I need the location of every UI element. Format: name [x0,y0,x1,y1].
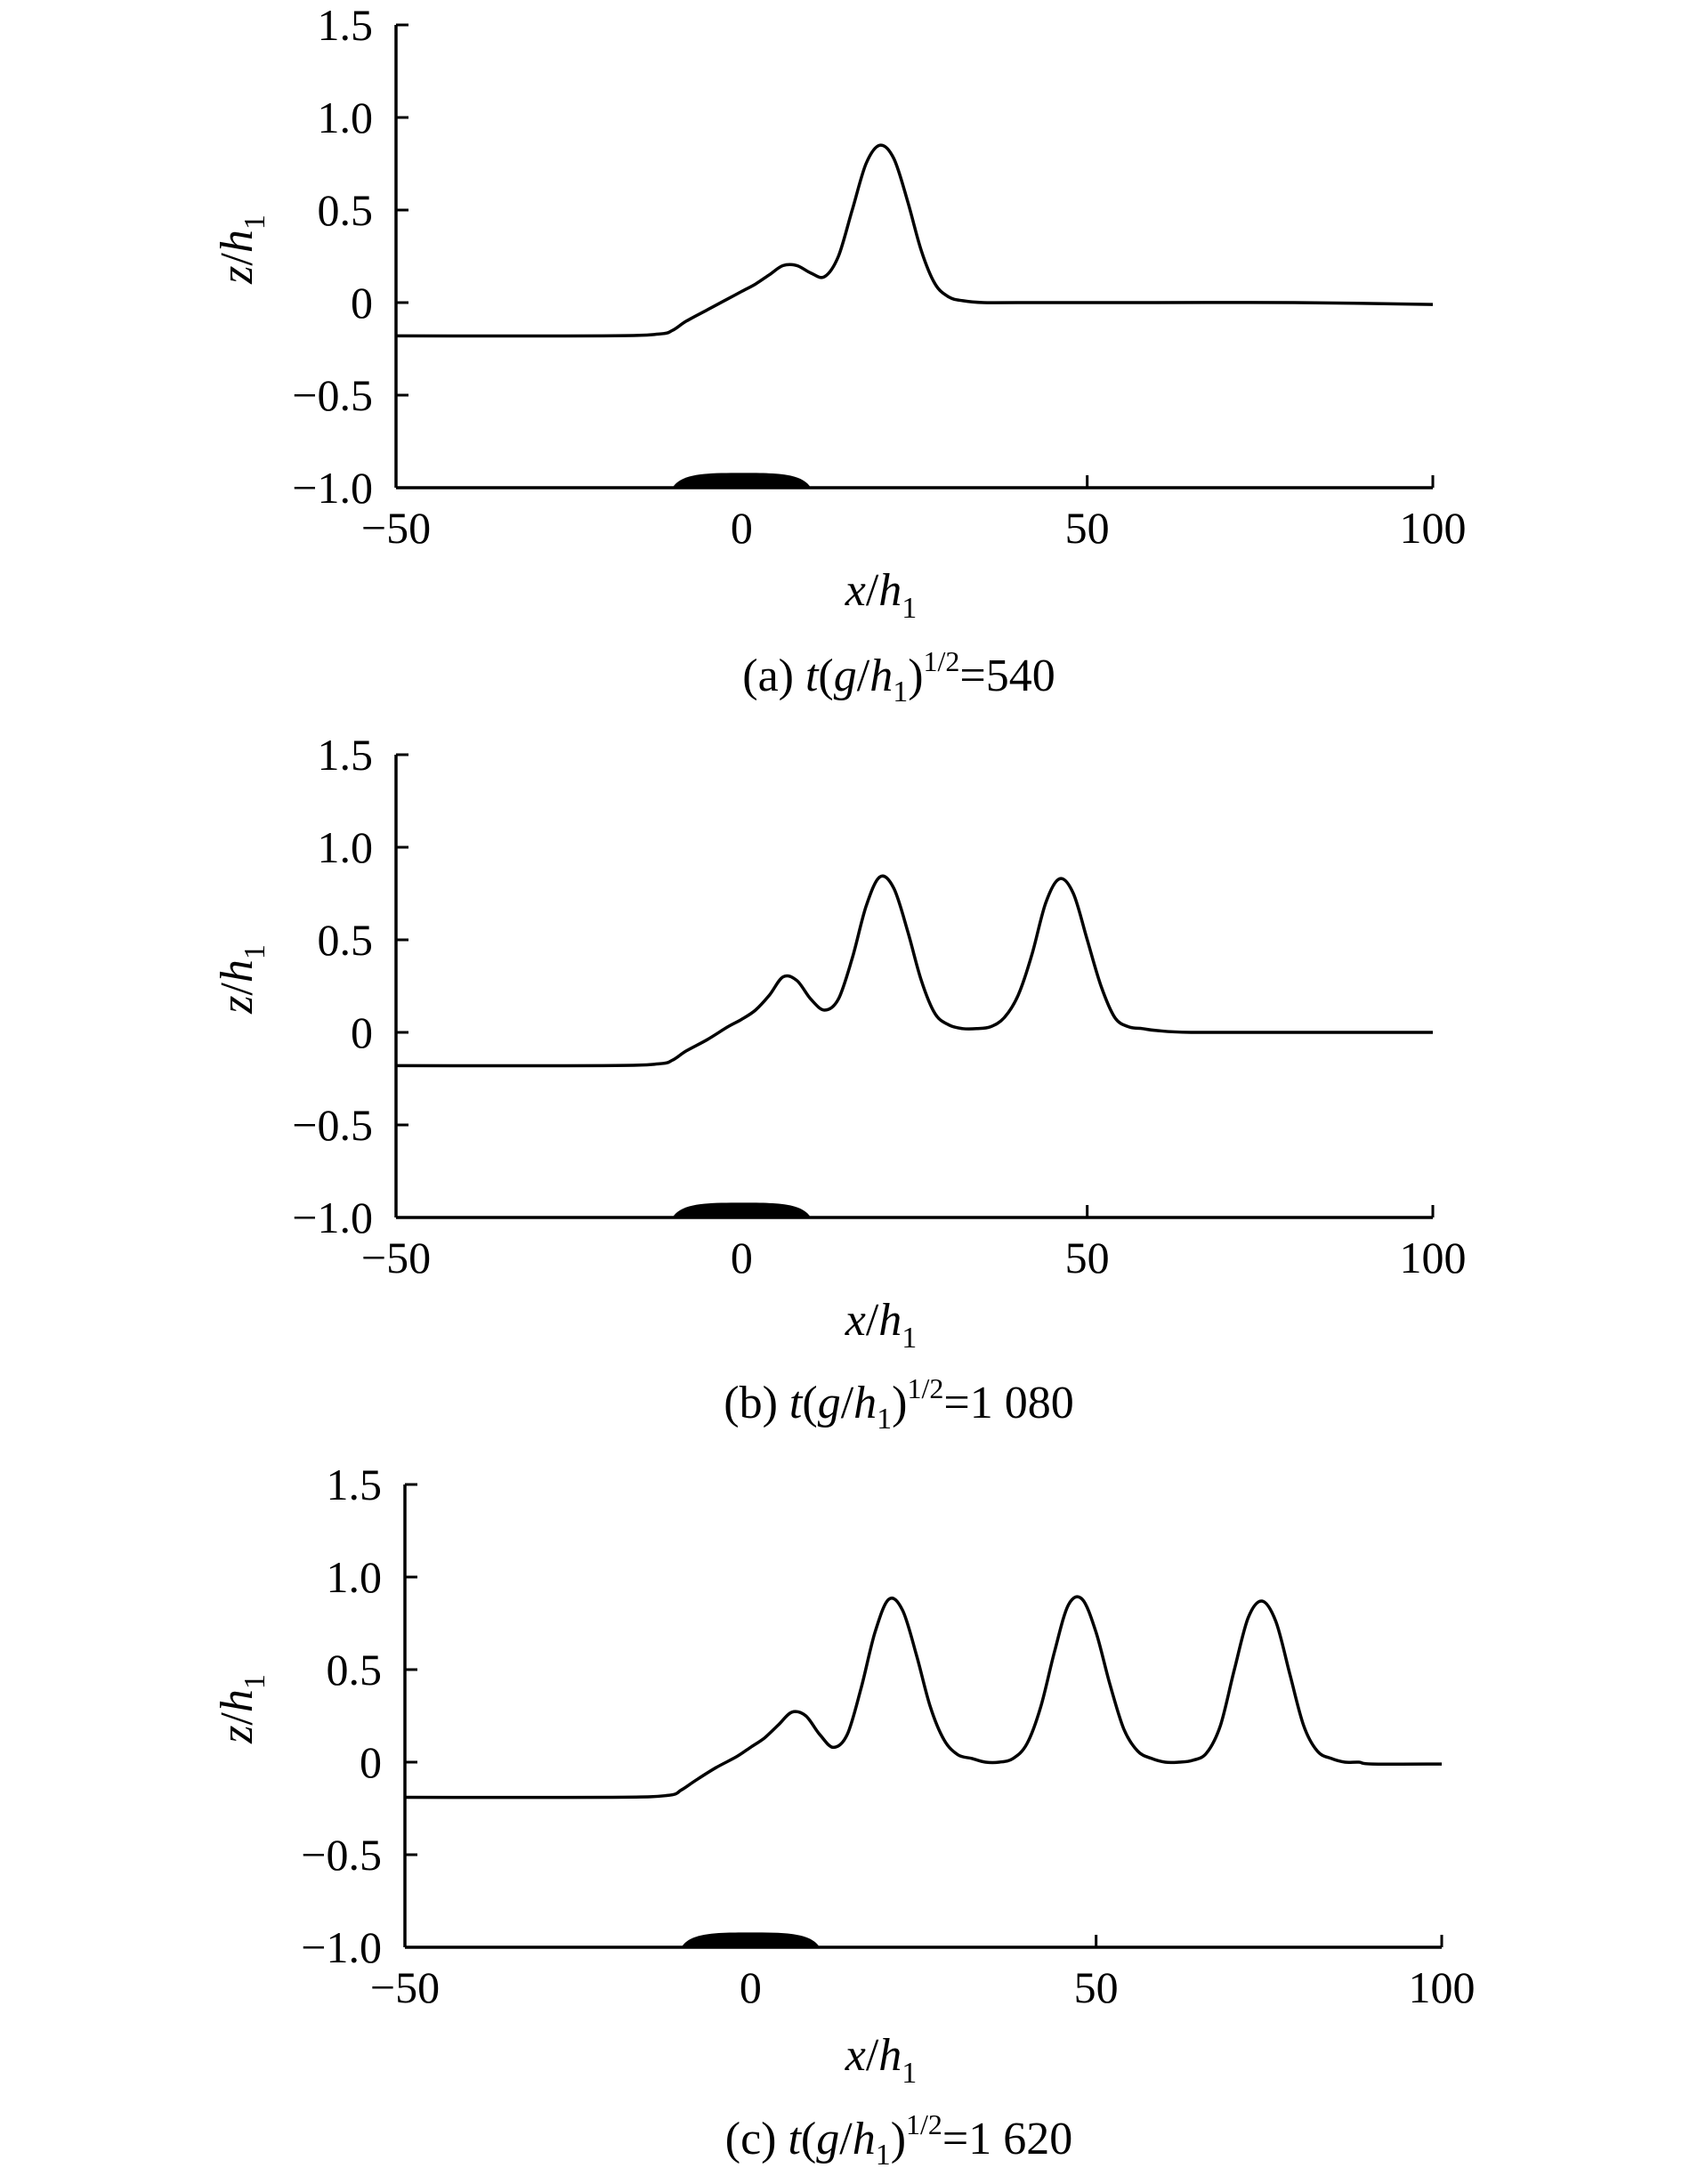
y-tick-label: −1.0 [292,463,373,513]
panel-b-xlabel: x/h1 [845,1295,918,1355]
panel-c-ylabel: z/h1 [212,1674,271,1744]
panel-b-marks: 1.5 1.0 0.5 0 −0.5 −1.0−50 0 50 100 [292,730,1466,1282]
panel-a-caption: (a) t(g/h1)1/2=540 [742,645,1055,708]
y-tick-label: 0.5 [327,1645,383,1695]
panel-c-xlabel: x/h1 [845,2030,918,2090]
x-tick-label: 50 [1065,503,1110,553]
x-tick-label: −50 [370,1962,440,2012]
x-tick-label: 100 [1400,1233,1467,1282]
y-tick-label: −0.5 [292,1100,373,1150]
y-tick-label: 1.0 [318,93,374,142]
x-tick-label: 0 [731,503,753,553]
y-tick-label: 0 [351,1007,373,1057]
y-tick-label: 0 [351,278,373,328]
panel-a-ylabel: z/h1 [212,214,271,285]
panel-b: 1.5 1.0 0.5 0 −0.5 −1.0−50 0 50 100 x/h1 z/h1 (b… [212,730,1467,1436]
panel-a-xlabel: x/h1 [845,565,918,625]
panel-b-ylabel: z/h1 [212,944,271,1015]
y-tick-label: 1.0 [327,1552,383,1602]
bottom-obstacle [672,473,811,488]
x-tick-label: −50 [361,1233,431,1282]
panel-a-marks: 1.5 1.0 0.5 0 −0.5 −1.0−50 0 50 100 [292,0,1466,553]
panel-c: 1.5 1.0 0.5 0 −0.5 −1.0−50 0 50 100 x/h1 z/h1 (c… [212,1460,1476,2172]
panel-c-caption: (c) t(g/h1)1/2=1 620 [725,2108,1073,2172]
y-tick-label: 0.5 [318,915,374,965]
series-line [395,874,1433,1068]
x-tick-label: 0 [731,1233,753,1282]
y-tick-label: 1.5 [318,0,374,50]
panel-b-caption: (b) t(g/h1)1/2=1 080 [724,1372,1073,1436]
x-tick-label: 100 [1409,1962,1476,2012]
x-tick-label: 0 [740,1962,762,2012]
y-tick-label: −0.5 [292,370,373,420]
y-tick-label: −1.0 [292,1193,373,1242]
x-tick-label: −50 [361,503,431,553]
bottom-obstacle [681,1932,820,1947]
y-tick-label: 0 [360,1737,382,1787]
y-tick-label: 1.5 [327,1460,383,1509]
x-tick-label: 50 [1074,1962,1119,2012]
y-tick-label: 1.0 [318,822,374,872]
series-line [395,143,1434,338]
y-tick-label: 1.5 [318,730,374,780]
panel-a: 1.5 1.0 0.5 0 −0.5 −1.0−50 0 50 100 x/h1 z/h1 (a… [212,0,1467,708]
series-line [404,1595,1443,1800]
x-tick-label: 50 [1065,1233,1110,1282]
x-tick-label: 100 [1400,503,1467,553]
y-tick-label: −0.5 [301,1830,382,1880]
bottom-obstacle [672,1202,811,1217]
y-tick-label: −1.0 [301,1922,382,1972]
y-tick-label: 0.5 [318,185,374,235]
panel-c-marks: 1.5 1.0 0.5 0 −0.5 −1.0−50 0 50 100 [301,1460,1475,2012]
